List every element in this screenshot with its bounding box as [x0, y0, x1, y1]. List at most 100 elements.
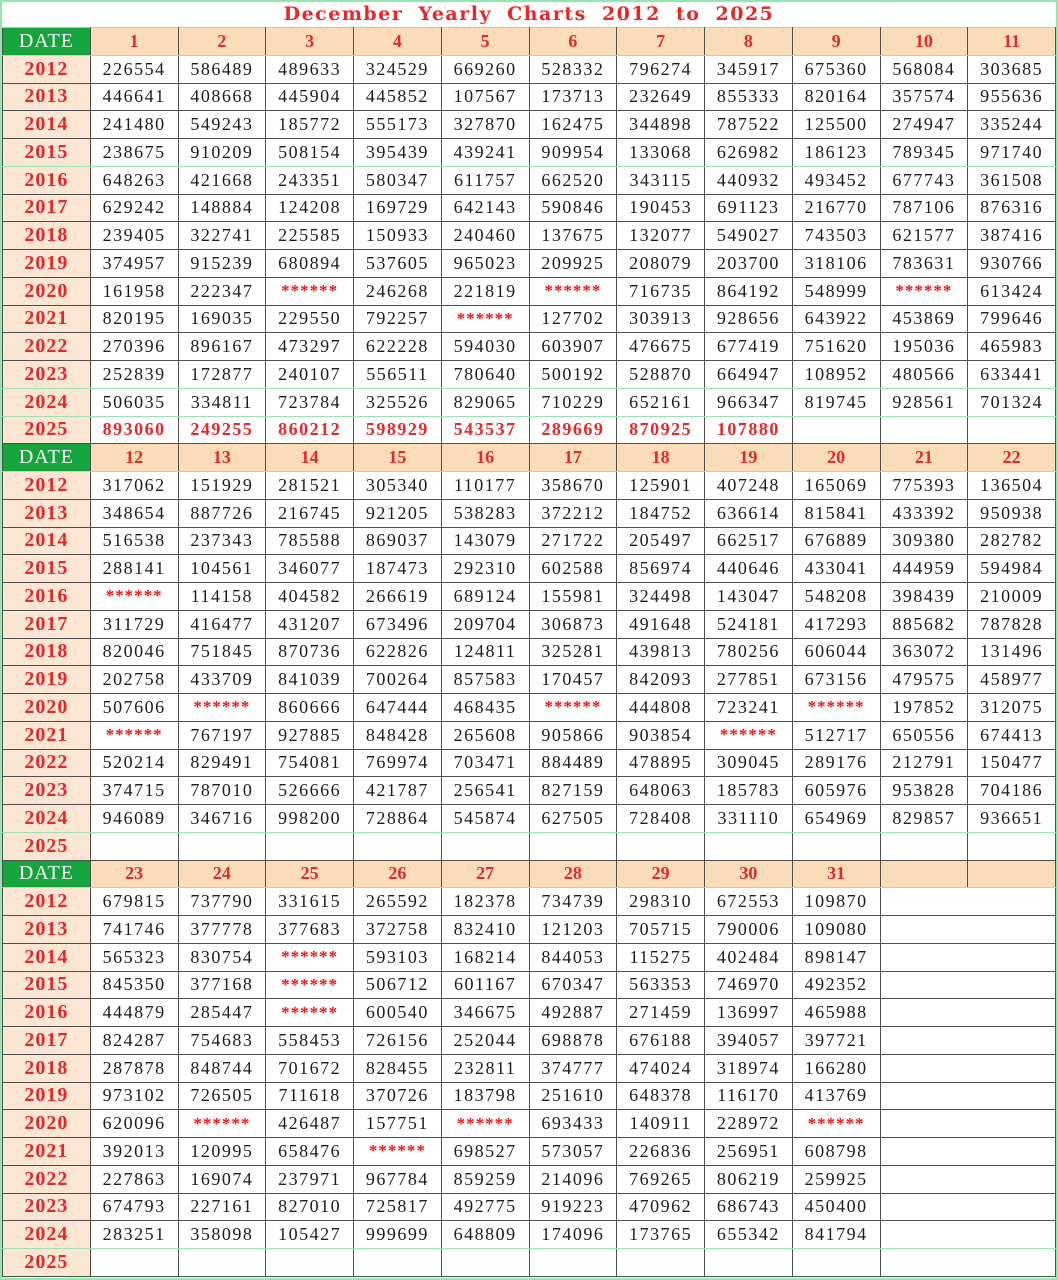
value-cell: 508154: [265, 138, 354, 167]
value-cell: 377778: [177, 915, 267, 944]
day-header-cell: 16: [440, 443, 530, 472]
year-cell: 2024: [2, 804, 91, 833]
value-cell: 780640: [440, 360, 530, 389]
value-cell: 751620: [791, 332, 881, 361]
value-cell: 999699: [353, 1220, 442, 1249]
value-cell: 855333: [704, 82, 793, 112]
value-cell: 919223: [528, 1192, 618, 1222]
value-cell: 174096: [528, 1220, 618, 1249]
empty-value-cell: [704, 1248, 793, 1277]
year-cell: 2021: [2, 1137, 91, 1166]
value-cell: 869037: [353, 526, 442, 556]
value-cell: 556511: [353, 360, 442, 389]
value-cell: 627505: [528, 804, 618, 833]
value-cell: 893060: [89, 415, 179, 445]
value-cell: 664947: [704, 360, 793, 389]
year-cell: 2013: [2, 498, 91, 528]
year-row-2022: 2022 270396 896167 473297 622228 594030 603907…: [2, 332, 1056, 361]
value-cell: 548999: [791, 276, 881, 306]
empty-value-cell: [791, 1248, 881, 1277]
value-cell: 676889: [791, 526, 881, 556]
value-cell: 202758: [89, 665, 179, 694]
value-cell: 251610: [528, 1081, 618, 1111]
year-cell: 2021: [2, 304, 91, 334]
year-cell: 2025: [2, 1248, 91, 1277]
value-cell: 377683: [265, 915, 354, 944]
day-header-cell: 20: [791, 443, 881, 472]
value-cell: 896167: [177, 332, 267, 361]
empty-value-cell: [89, 831, 179, 861]
empty-value-cell: [616, 1248, 705, 1277]
value-cell: 212791: [879, 748, 969, 778]
missing-value-cell: ******: [440, 1109, 530, 1138]
value-cell: 458977: [967, 665, 1056, 694]
value-cell: 723241: [704, 693, 793, 722]
value-cell: 227863: [89, 1164, 179, 1194]
year-row-2016: 2016 648263 421668 243351 580347 611757 662520…: [2, 165, 1056, 195]
day-header-cell: 3: [265, 27, 354, 56]
empty-value-cell: [528, 831, 618, 861]
value-cell: 884489: [528, 748, 618, 778]
missing-value-cell: ******: [879, 276, 969, 306]
year-row-2016: 2016 444879 285447 ****** 600540 346675 492887…: [2, 998, 1056, 1027]
value-cell: 754683: [177, 1026, 267, 1055]
value-cell: 677743: [879, 165, 969, 195]
value-cell: 306873: [528, 609, 618, 639]
value-cell: 183798: [440, 1081, 530, 1111]
value-cell: 358670: [528, 471, 618, 500]
year-cell: 2018: [2, 1053, 91, 1083]
missing-value-cell: ******: [353, 1137, 442, 1166]
value-cell: 281521: [265, 471, 354, 500]
value-cell: 346716: [177, 804, 267, 833]
value-cell: 549243: [177, 110, 267, 139]
year-row-2018: 2018 820046 751845 870736 622826 124811 325281…: [2, 637, 1056, 667]
value-cell: 905866: [528, 720, 618, 750]
value-cell: 397721: [791, 1026, 881, 1055]
value-cell: 686743: [704, 1192, 793, 1222]
empty-value-cell: [704, 831, 793, 861]
empty-value-cell: [265, 831, 354, 861]
day-header-cell: 1: [89, 27, 179, 56]
year-row-2015: 2015 238675 910209 508154 395439 439241 909954…: [2, 138, 1056, 167]
value-cell: 107880: [704, 415, 793, 445]
empty-value-cell: [879, 831, 969, 861]
year-row-2015: 2015 288141 104561 346077 187473 292310 602588…: [2, 554, 1056, 583]
value-cell: 125901: [616, 471, 705, 500]
value-cell: 221819: [440, 276, 530, 306]
year-cell: 2016: [2, 165, 91, 195]
day-header-cell: 27: [440, 859, 530, 889]
value-cell: 915239: [177, 249, 267, 278]
value-cell: 210009: [967, 582, 1056, 611]
year-cell: 2024: [2, 1220, 91, 1249]
value-cell: 109080: [791, 915, 881, 944]
value-cell: 716735: [616, 276, 705, 306]
value-cell: 613424: [967, 276, 1056, 306]
value-cell: 590846: [528, 193, 618, 223]
day-header-cell: 24: [177, 859, 267, 889]
value-cell: 173713: [528, 82, 618, 112]
value-cell: 565323: [89, 942, 179, 972]
day-header-cell: 25: [265, 859, 354, 889]
value-cell: 133068: [616, 138, 705, 167]
value-cell: 885682: [879, 609, 969, 639]
value-cell: 151929: [177, 471, 267, 500]
empty-value-cell: [879, 415, 969, 445]
value-cell: 789345: [879, 138, 969, 167]
day-header-cell: 7: [616, 27, 705, 56]
year-cell: 2013: [2, 82, 91, 112]
value-cell: 662517: [704, 526, 793, 556]
value-cell: 239405: [89, 221, 179, 250]
value-cell: 132077: [616, 221, 705, 250]
year-row-2016: 2016 ****** 114158 404582 266619 689124 155981…: [2, 582, 1056, 611]
missing-value-cell: ******: [528, 276, 618, 306]
value-cell: 928561: [879, 387, 969, 417]
value-cell: 548208: [791, 582, 881, 611]
value-cell: 524181: [704, 609, 793, 639]
day-header-cell: 14: [265, 443, 354, 472]
year-cell: 2020: [2, 693, 91, 722]
year-row-2023: 2023 374715 787010 526666 421787 256541 827159…: [2, 776, 1056, 805]
value-cell: 285447: [177, 998, 267, 1027]
value-cell: 652161: [616, 387, 705, 417]
day-header-cell: 21: [879, 443, 969, 472]
value-cell: 289669: [528, 415, 618, 445]
